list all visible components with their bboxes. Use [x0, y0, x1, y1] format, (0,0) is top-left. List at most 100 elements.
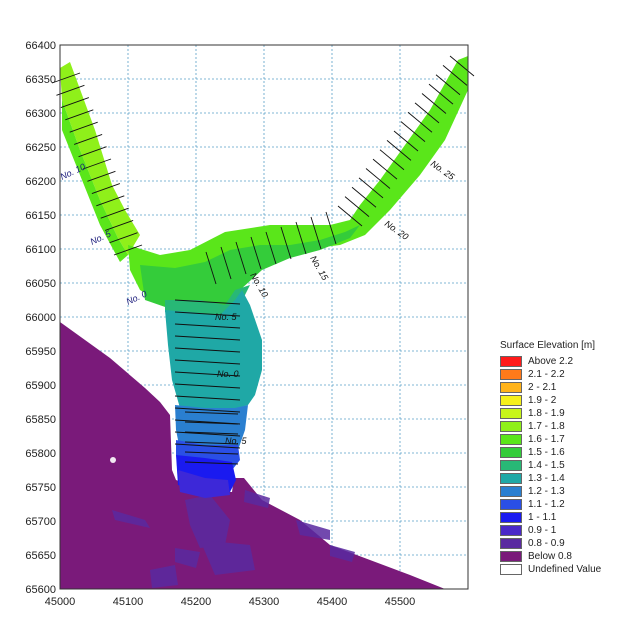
cross-section-line	[386, 140, 412, 161]
legend-label: 1.4 - 1.5	[528, 460, 565, 471]
legend-entry: 1.5 - 1.6	[500, 446, 635, 459]
cross-section-line	[400, 121, 426, 142]
y-tick-label: 65650	[25, 550, 56, 562]
cross-section-line	[435, 74, 461, 96]
cross-section-line	[407, 111, 433, 133]
legend-label: 1.6 - 1.7	[528, 434, 565, 445]
legend-label: 1.1 - 1.2	[528, 499, 565, 510]
legend-label: 2.1 - 2.2	[528, 369, 565, 380]
cross-section-line	[351, 186, 377, 208]
legend-entry: 1.4 - 1.5	[500, 459, 635, 472]
y-tick-label: 66400	[25, 40, 56, 52]
cross-section-line	[104, 220, 134, 231]
cross-section-line	[325, 211, 337, 245]
legend-entry: 2.1 - 2.2	[500, 368, 635, 381]
legend-entry: 1.6 - 1.7	[500, 433, 635, 446]
legend-entry: 1.9 - 2	[500, 394, 635, 407]
legend-label: 0.9 - 1	[528, 525, 557, 536]
cross-section-line	[69, 121, 98, 133]
cross-section-line	[73, 134, 103, 145]
cross-section-line	[337, 205, 363, 227]
cross-section-line	[174, 311, 241, 317]
cross-section-line	[265, 231, 277, 265]
plot-frame	[59, 44, 469, 590]
cross-section-line	[91, 183, 121, 194]
legend-entry: Above 2.2	[500, 355, 635, 368]
cross-section-line	[174, 323, 241, 329]
y-tick-label: 65700	[25, 516, 56, 528]
cross-section-line	[100, 207, 129, 219]
cross-section-line	[184, 461, 239, 465]
legend-title: Surface Elevation [m]	[500, 340, 596, 351]
cross-section-line	[365, 168, 391, 189]
legend-swatch	[500, 460, 522, 471]
section-label: No. 5	[225, 436, 248, 446]
legend-entry: Undefined Value	[500, 563, 635, 576]
legend-label: 1.5 - 1.6	[528, 447, 565, 458]
bright-point	[110, 457, 116, 463]
cross-section-line	[174, 299, 241, 305]
cross-section-line	[205, 251, 217, 285]
legend-swatch	[500, 499, 522, 510]
cross-section-line	[250, 236, 262, 270]
land-region-below-08	[60, 322, 445, 589]
y-tick-label: 65850	[25, 414, 56, 426]
cross-section-line	[184, 451, 239, 455]
legend-label: Undefined Value	[528, 564, 602, 575]
cross-section-line	[174, 431, 241, 437]
cross-section-line	[280, 226, 292, 260]
legend-entry: 0.8 - 0.9	[500, 537, 635, 550]
legend-swatch	[500, 473, 522, 484]
x-tick-label: 45000	[45, 596, 76, 608]
x-axis-ticks: 45000 45100 45200 45300 45400 45500	[45, 596, 416, 608]
y-tick-label: 65800	[25, 448, 56, 460]
cross-section-line	[87, 170, 116, 182]
x-tick-label: 45100	[113, 596, 144, 608]
cross-section-line	[379, 149, 405, 171]
legend-swatch	[500, 512, 522, 523]
cross-section-line	[174, 395, 241, 401]
cross-section-line	[414, 102, 440, 124]
y-tick-label: 66050	[25, 278, 56, 290]
legend-swatch	[500, 486, 522, 497]
river-channel	[60, 56, 468, 498]
y-tick-label: 66150	[25, 210, 56, 222]
legend-label: 1.9 - 2	[528, 395, 557, 406]
legend-swatch	[500, 447, 522, 458]
y-tick-label: 66200	[25, 176, 56, 188]
y-axis-ticks: 66400 66350 66300 66250 66200 66150 66100 66050…	[25, 40, 56, 596]
y-tick-label: 65600	[25, 584, 56, 596]
y-tick-label: 65900	[25, 380, 56, 392]
cross-section-line	[113, 244, 143, 256]
y-tick-label: 66350	[25, 74, 56, 86]
y-tick-label: 65750	[25, 482, 56, 494]
cross-section-line	[449, 55, 475, 77]
x-tick-label: 45500	[385, 596, 416, 608]
cross-section-line	[235, 241, 247, 275]
cross-section-line	[220, 246, 232, 280]
cross-section-line	[56, 84, 85, 96]
cross-section-line	[174, 443, 241, 449]
y-tick-label: 65950	[25, 346, 56, 358]
cross-section-line	[174, 407, 241, 413]
cross-section-line	[174, 335, 241, 341]
section-label: No. 0	[217, 369, 239, 379]
legend-swatch	[500, 421, 522, 432]
legend-label: Below 0.8	[528, 551, 572, 562]
cross-section-line	[174, 371, 241, 377]
legend-swatch	[500, 395, 522, 406]
cross-section-line	[174, 383, 241, 389]
legend-label: 2 - 2.1	[528, 382, 557, 393]
legend-label: Above 2.2	[528, 356, 574, 367]
legend-entry: 1.8 - 1.9	[500, 407, 635, 420]
cross-section-line	[184, 421, 239, 425]
legend-label: 1 - 1.1	[528, 512, 557, 523]
legend-entry: Below 0.8	[500, 550, 635, 563]
legend-entry: 0.9 - 1	[500, 524, 635, 537]
cross-section-line	[109, 232, 138, 244]
cross-section-line	[96, 195, 125, 207]
y-tick-label: 66000	[25, 312, 56, 324]
x-tick-label: 45200	[181, 596, 212, 608]
cross-section-line	[393, 130, 419, 152]
legend-entry: 2 - 2.1	[500, 381, 635, 394]
